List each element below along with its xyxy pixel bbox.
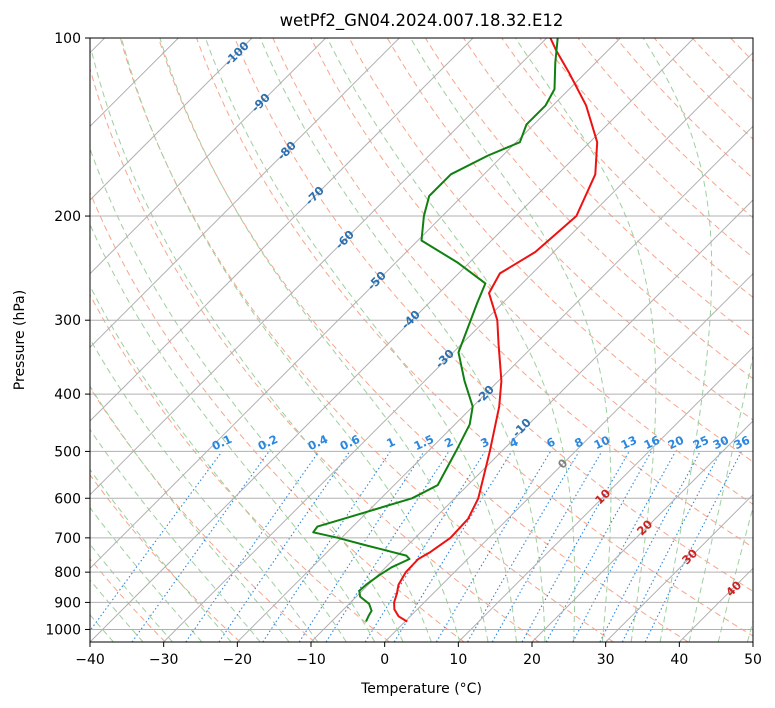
dry-adiabat-line: [272, 38, 753, 548]
moist-adiabat-line: [90, 428, 261, 642]
moist-adiabat-line: [642, 38, 713, 642]
isotherm-line: [457, 346, 753, 642]
mixing-ratio-line: [545, 451, 652, 642]
mixing-ratio-label: 25: [691, 433, 711, 452]
x-tick-label: −30: [149, 652, 179, 668]
moist-adiabat-line: [90, 468, 232, 642]
axis-ticks: −40 −30 −20 −10 0 10 20 30 40 50 100 200 300 400 500 60…: [45, 31, 762, 668]
moist-adiabat-line: [204, 38, 517, 642]
dry-adiabat-line: [501, 38, 753, 299]
x-tick-label: −20: [223, 652, 253, 668]
mixing-ratio-line: [298, 451, 425, 642]
isotherm-line: [90, 38, 400, 349]
x-tick-label: 30: [597, 652, 615, 668]
y-tick-label: 900: [54, 595, 81, 611]
moist-adiabat-line: [90, 223, 376, 642]
moist-adiabat-line: [90, 147, 404, 642]
grid-lines: [90, 38, 753, 642]
mixing-ratio-label: 16: [642, 433, 662, 452]
dry-adiabat-line: [119, 38, 614, 642]
moist-adiabat-line: [121, 38, 461, 642]
mixing-ratio-line: [185, 451, 320, 642]
x-tick-label: 50: [744, 652, 762, 668]
y-tick-label: 100: [54, 31, 81, 47]
moist-adiabat-line: [410, 38, 612, 642]
x-tick-label: 40: [670, 652, 688, 668]
dry-adiabat-line: [90, 66, 540, 642]
y-tick-label: 200: [54, 209, 81, 225]
dry-adiabat-line: [462, 38, 753, 339]
dewpoint-profile-line: [312, 38, 559, 623]
isotherm-line: [605, 493, 753, 642]
moist-adiabat-line: [688, 353, 753, 642]
y-tick-label: 500: [54, 444, 81, 460]
mixing-ratio-line: [325, 451, 450, 642]
mixing-ratio-label: 20: [666, 433, 686, 452]
mixing-ratio-line: [621, 451, 722, 642]
isotherm-line: [90, 38, 474, 422]
dry-adiabat-line: [157, 38, 689, 642]
y-tick-label: 700: [54, 531, 81, 547]
x-axis-title: Temperature (°C): [360, 681, 482, 697]
dry-adiabat-line: [196, 38, 753, 637]
mixing-ratio-label: 13: [619, 433, 639, 452]
background-lines: [90, 38, 753, 642]
y-tick-label: 800: [54, 565, 81, 581]
isotherm-line: [310, 199, 753, 642]
isotherm-line: [236, 125, 753, 642]
plot-frame: [89, 37, 754, 643]
moist-adiabat-line: [90, 338, 319, 642]
mixing-ratio-line: [644, 451, 742, 642]
temperature-profile-line: [393, 38, 599, 623]
mixing-ratio-label: 36: [732, 433, 752, 452]
mixing-ratio-line: [90, 451, 223, 632]
isotherm-line: [531, 420, 753, 642]
x-tick-label: −40: [75, 652, 105, 668]
y-tick-label: 300: [54, 313, 81, 329]
mixing-ratio-line: [393, 451, 513, 642]
y-tick-label: 1000: [45, 622, 81, 638]
moist-adiabat-line: [91, 52, 432, 642]
isotherm-line: [384, 272, 753, 642]
y-axis-title: Pressure (hPa): [12, 290, 28, 390]
dry-adiabat-line: [310, 38, 753, 505]
x-tick-label: 0: [380, 652, 389, 668]
mixing-ratio-line: [262, 451, 391, 642]
moist-adiabat-line: [90, 285, 347, 642]
moist-adiabat-line: [90, 506, 203, 642]
isotherm-line: [163, 51, 753, 642]
moist-adiabat-line: [717, 505, 753, 642]
x-tick-label: −10: [296, 652, 326, 668]
mixing-ratio-line: [218, 451, 351, 642]
isotherm-line: [90, 38, 253, 201]
sounding-series: [312, 38, 599, 623]
mixing-ratio-label: 10: [592, 433, 612, 452]
moist-adiabat-line: [259, 38, 546, 642]
x-tick-label: 20: [523, 652, 541, 668]
chart-title: wetPf2_GN04.2024.007.18.32.E12: [280, 11, 564, 31]
isotherm-line: [90, 38, 621, 570]
mixing-ratio-line: [521, 451, 630, 642]
dry-adiabat-line: [90, 386, 316, 642]
mixing-ratio-label: 30: [711, 433, 731, 452]
y-tick-label: 400: [54, 387, 81, 403]
moist-adiabat-line: [514, 38, 657, 642]
dry-adiabat-line: [90, 293, 390, 642]
x-tick-label: 10: [449, 652, 467, 668]
y-tick-label: 600: [54, 491, 81, 507]
isotherm-line: [90, 38, 548, 496]
mixing-ratio-line: [572, 451, 676, 642]
isotherm-line: [90, 38, 695, 642]
dry-adiabat-line: [234, 38, 753, 592]
isotherm-line: [90, 38, 327, 275]
